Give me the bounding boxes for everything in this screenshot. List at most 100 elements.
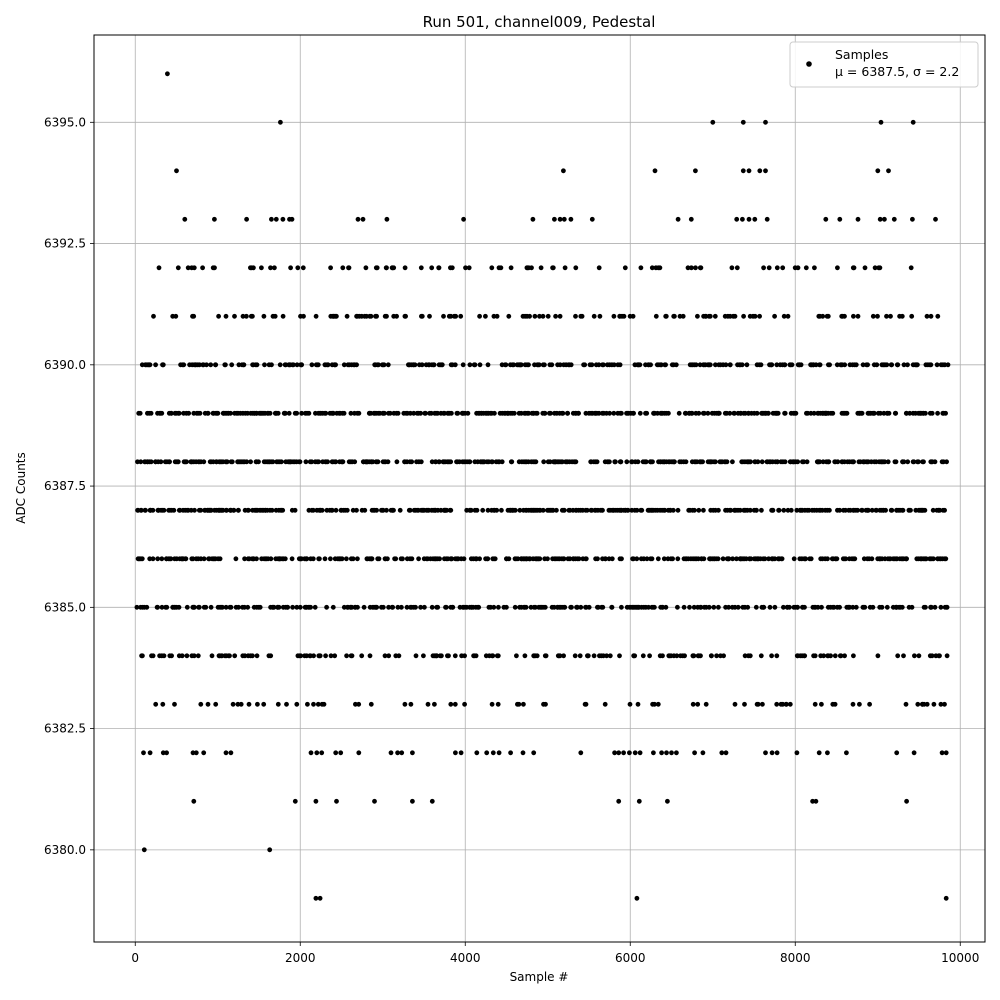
sample-point [200,265,206,271]
sample-point [937,653,942,659]
sample-point [429,265,435,271]
sample-point [350,556,356,562]
sample-point [859,410,865,416]
sample-point [532,313,538,319]
sample-point [458,750,464,756]
sample-point [596,362,602,368]
sample-point [643,459,649,465]
sample-point [240,313,246,319]
sample-point [429,459,435,465]
sample-point [781,507,787,513]
sample-point [204,362,209,368]
sample-point [649,265,655,271]
sample-point [517,507,523,513]
sample-point [308,604,313,610]
sample-point [716,410,722,416]
sample-point [561,556,567,562]
sample-point [891,216,897,222]
sample-point [317,556,322,562]
sample-point [314,750,320,756]
sample-point [884,362,890,368]
sample-point [191,313,197,319]
sample-point [319,507,325,513]
sample-point [745,604,751,610]
sample-point [313,313,319,319]
sample-point [429,798,435,804]
sample-point [582,362,588,368]
sample-point [362,507,368,513]
sample-point [176,410,182,416]
sample-point [354,507,359,513]
sample-point [526,362,531,368]
sample-point [874,362,880,368]
sample-point [640,653,646,659]
sample-point [701,507,706,513]
sample-point [308,750,314,756]
sample-point [496,604,501,610]
sample-point [663,313,669,319]
sample-point [692,507,697,513]
sample-point [288,265,293,271]
sample-point [901,362,907,368]
sample-point [428,410,434,416]
sample-point [276,604,282,610]
sample-point [321,701,327,707]
sample-point [834,362,840,368]
sample-point [299,362,304,368]
sample-point [557,313,563,319]
x-axis-label: Sample # [510,970,569,984]
sample-point [387,410,393,416]
sample-point [741,313,746,319]
sample-point [916,459,921,465]
sample-point [498,265,504,271]
sample-point [562,604,568,610]
sample-point [923,556,929,562]
sample-point [201,750,207,756]
sample-point [781,604,786,610]
sample-point [716,604,721,610]
sample-point [312,604,318,610]
sample-point [328,556,333,562]
sample-point [374,265,380,271]
legend-marker [806,61,812,67]
sample-point [923,410,928,416]
sample-point [882,459,888,465]
sample-point [817,459,823,465]
sample-point [503,362,509,368]
sample-point [363,265,369,271]
sample-point [647,653,652,659]
sample-point [928,313,934,319]
sample-point [774,701,780,707]
sample-point [313,895,319,901]
sample-point [173,313,179,319]
sample-point [534,410,540,416]
sample-point [172,701,177,707]
sample-point [368,313,374,319]
sample-point [294,701,300,707]
sample-point [930,507,936,513]
y-tick-label: 6385.0 [44,600,86,614]
sample-point [356,701,362,707]
sample-point [408,701,414,707]
sample-point [602,701,608,707]
sample-point [322,556,328,562]
sample-point [311,653,316,659]
sample-point [932,459,938,465]
sample-point [284,701,289,707]
sample-point [862,604,868,610]
sample-point [384,507,389,513]
sample-point [317,653,323,659]
sample-point [853,362,859,368]
sample-point [635,701,641,707]
sample-point [935,313,941,319]
sample-point [330,604,336,610]
sample-point [418,265,424,271]
sample-point [310,556,316,562]
sample-point [716,507,721,513]
sample-point [660,653,665,659]
sample-point [754,507,759,513]
sample-point [774,362,780,368]
sample-point [715,556,721,562]
sample-point [766,265,772,271]
sample-point [693,362,699,368]
